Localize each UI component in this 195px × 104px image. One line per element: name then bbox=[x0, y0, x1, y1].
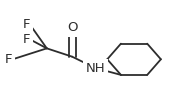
Text: F: F bbox=[5, 53, 13, 66]
Text: NH: NH bbox=[86, 62, 105, 75]
Text: F: F bbox=[23, 33, 30, 46]
Text: O: O bbox=[67, 21, 77, 34]
Text: F: F bbox=[23, 18, 30, 31]
